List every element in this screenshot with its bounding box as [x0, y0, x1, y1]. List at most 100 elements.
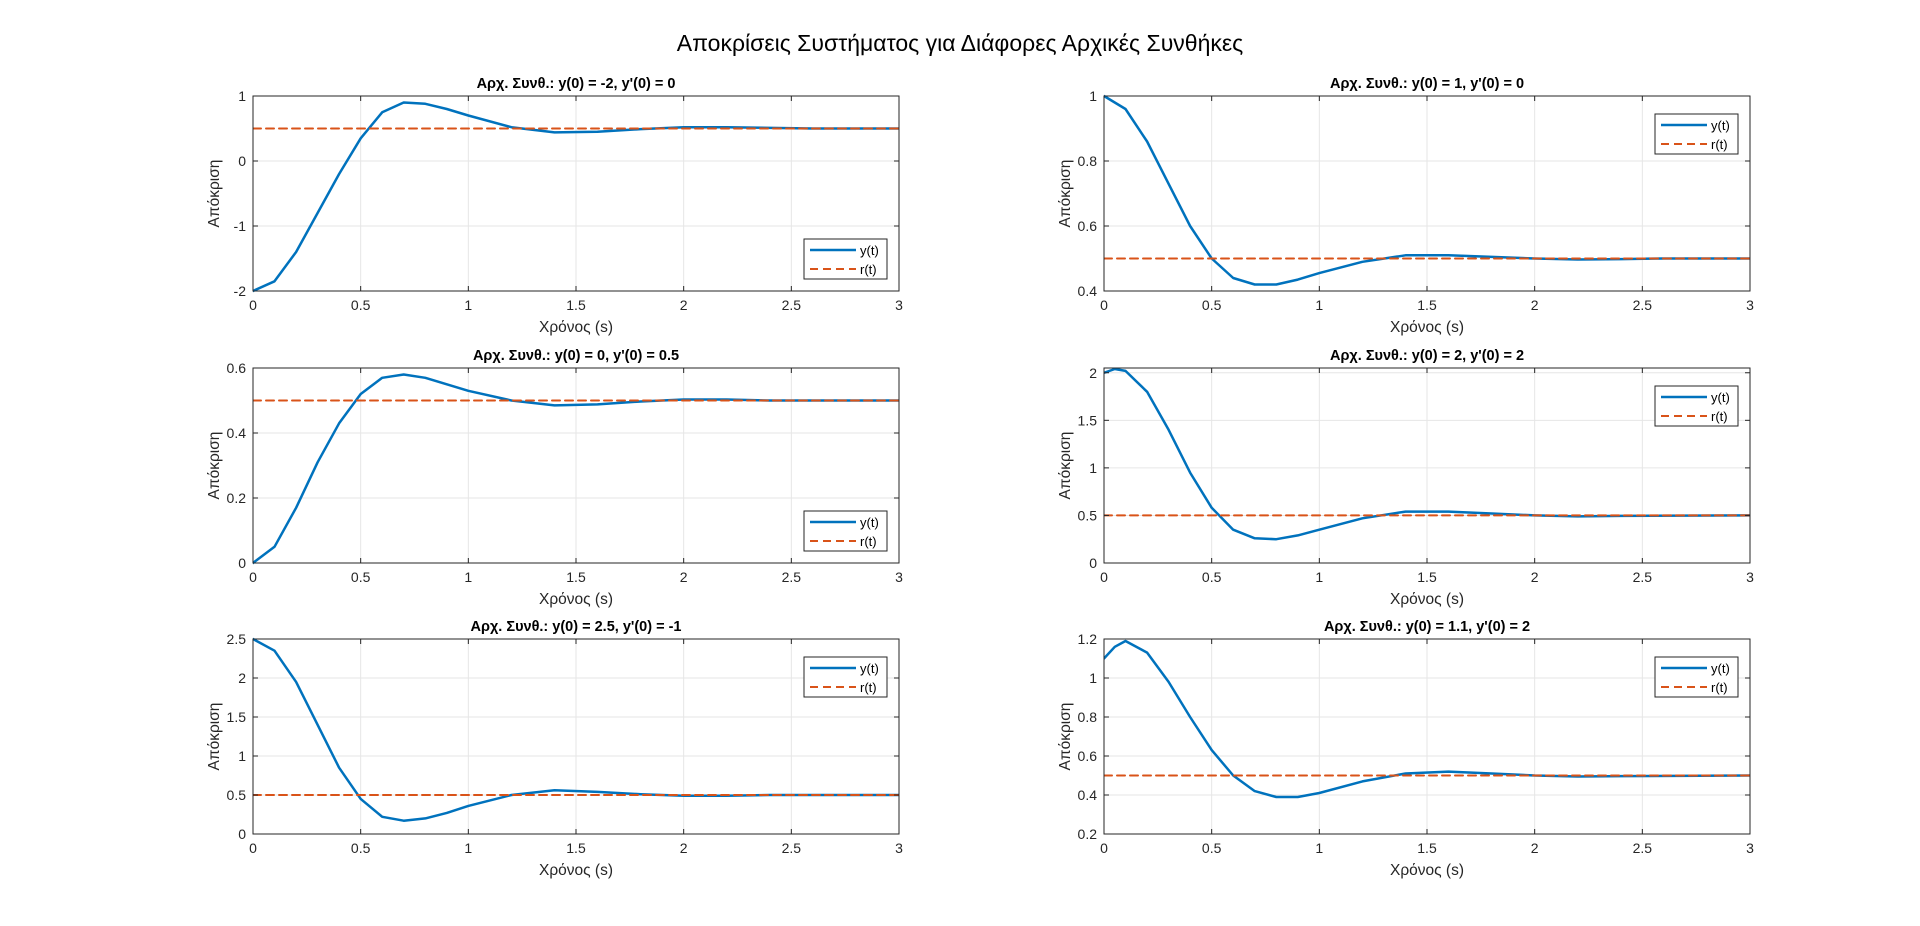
x-tick-label: 1: [1315, 569, 1323, 585]
x-tick-label: 2: [1531, 297, 1539, 313]
legend-label: y(t): [860, 515, 879, 530]
y-tick-label: 1: [1089, 88, 1097, 104]
x-tick-label: 2: [1531, 840, 1539, 856]
x-tick-label: 1: [464, 297, 472, 313]
x-tick-label: 1.5: [566, 569, 586, 585]
y-tick-label: 0: [238, 826, 246, 842]
series-line-y: [253, 637, 899, 822]
subplot-title: Αρχ. Συνθ.: y(0) = 2, y'(0) = 2: [1330, 348, 1524, 364]
series-line-y: [1104, 94, 1750, 286]
y-tick-label: 0.6: [227, 360, 247, 376]
x-axis-label: Χρόνος (s): [1390, 862, 1464, 879]
y-tick-label: 2.5: [227, 631, 247, 647]
y-tick-label: 1: [1089, 460, 1097, 476]
legend-label: r(t): [1711, 680, 1728, 695]
subplot-title: Αρχ. Συνθ.: y(0) = 1.1, y'(0) = 2: [1324, 619, 1530, 635]
y-axis-label: Απόκριση: [206, 703, 223, 771]
subplot-5: 0 0.5 1 1.5 2 2.5 3 0 0.5 1 1.5 2 2.5 Αρχ. Συνθ.: y(0…: [206, 619, 903, 879]
x-tick-label: 0: [249, 840, 257, 856]
x-tick-label: 3: [895, 840, 903, 856]
y-tick-label: 0.2: [227, 490, 247, 506]
x-tick-label: 0: [1100, 297, 1108, 313]
x-tick-label: 1.5: [1417, 840, 1437, 856]
x-tick-label: 0.5: [351, 297, 371, 313]
y-tick-label: 0.6: [1078, 218, 1098, 234]
x-tick-label: 1: [1315, 297, 1323, 313]
x-tick-label: 0.5: [351, 840, 371, 856]
y-tick-label: 0.8: [1078, 153, 1098, 169]
x-tick-label: 1: [464, 569, 472, 585]
y-tick-label: 1.5: [1078, 412, 1098, 428]
legend-label: r(t): [1711, 137, 1728, 152]
x-axis-label: Χρόνος (s): [1390, 591, 1464, 608]
y-tick-label: 0: [1089, 555, 1097, 571]
legend-label: y(t): [860, 661, 879, 676]
y-tick-label: 0.8: [1078, 709, 1098, 725]
x-tick-label: 2.5: [782, 297, 802, 313]
x-tick-label: 0: [1100, 569, 1108, 585]
x-tick-label: 1: [464, 840, 472, 856]
y-tick-label: 0.6: [1078, 748, 1098, 764]
y-tick-label: -1: [234, 218, 247, 234]
y-tick-label: 0.4: [1078, 283, 1098, 299]
legend: y(t) r(t): [1654, 113, 1739, 155]
legend: y(t) r(t): [803, 656, 888, 698]
series-line-y: [253, 373, 899, 565]
legend: y(t) r(t): [1654, 656, 1739, 698]
x-tick-label: 0.5: [1202, 840, 1222, 856]
y-tick-label: -2: [234, 283, 247, 299]
x-tick-label: 1: [1315, 840, 1323, 856]
x-tick-label: 2.5: [1633, 840, 1653, 856]
y-axis-label: Απόκριση: [1057, 703, 1074, 771]
x-tick-label: 3: [895, 569, 903, 585]
legend-label: r(t): [860, 534, 877, 549]
y-tick-label: 1.5: [227, 709, 247, 725]
y-tick-label: 1: [238, 88, 246, 104]
x-tick-label: 2.5: [1633, 569, 1653, 585]
x-tick-label: 2.5: [1633, 297, 1653, 313]
figure-title: Αποκρίσεις Συστήματος για Διάφορες Αρχικ…: [676, 30, 1244, 56]
x-axis-label: Χρόνος (s): [539, 591, 613, 608]
subplot-title: Αρχ. Συνθ.: y(0) = -2, y'(0) = 0: [477, 76, 676, 92]
legend-box: [1654, 656, 1739, 698]
y-tick-label: 2: [1089, 365, 1097, 381]
legend-box: [803, 238, 888, 280]
y-tick-label: 0.5: [227, 787, 247, 803]
x-axis-label: Χρόνος (s): [1390, 319, 1464, 336]
x-tick-label: 0: [1100, 840, 1108, 856]
x-tick-label: 1.5: [566, 297, 586, 313]
x-tick-label: 3: [1746, 840, 1754, 856]
y-tick-label: 2: [238, 670, 246, 686]
legend-label: y(t): [1711, 661, 1730, 676]
y-axis-label: Απόκριση: [206, 160, 223, 228]
x-axis-label: Χρόνος (s): [539, 319, 613, 336]
x-tick-label: 2: [1531, 569, 1539, 585]
y-tick-label: 0: [238, 153, 246, 169]
subplot-title: Αρχ. Συνθ.: y(0) = 2.5, y'(0) = -1: [471, 619, 682, 635]
legend-label: r(t): [860, 680, 877, 695]
legend: y(t) r(t): [803, 510, 888, 552]
subplot-3: 0 0.5 1 1.5 2 2.5 3 0 0.2 0.4 0.6 Αρχ. Συνθ.: y(0) …: [206, 348, 903, 608]
x-tick-label: 3: [895, 297, 903, 313]
subplot-2: 0 0.5 1 1.5 2 2.5 3 0.4 0.6 0.8 1 Αρχ. Συνθ.: y(0) …: [1057, 76, 1754, 336]
y-tick-label: 0.5: [1078, 507, 1098, 523]
y-tick-label: 0: [238, 555, 246, 571]
legend: y(t) r(t): [803, 238, 888, 280]
y-tick-label: 1: [1089, 670, 1097, 686]
y-axis-label: Απόκριση: [1057, 432, 1074, 500]
legend-label: y(t): [1711, 390, 1730, 405]
x-tick-label: 1.5: [1417, 569, 1437, 585]
x-tick-label: 1.5: [566, 840, 586, 856]
x-tick-label: 2: [680, 297, 688, 313]
legend: y(t) r(t): [1654, 385, 1739, 427]
x-tick-label: 2.5: [782, 840, 802, 856]
x-tick-label: 0.5: [1202, 297, 1222, 313]
y-tick-label: 0.2: [1078, 826, 1098, 842]
x-tick-label: 0: [249, 569, 257, 585]
subplot-1: 0 0.5 1 1.5 2 2.5 3 -2 -1 0 1 Αρχ. Συνθ.: y(0) = -2…: [206, 76, 903, 336]
y-tick-label: 0.4: [227, 425, 247, 441]
y-tick-label: 0.4: [1078, 787, 1098, 803]
x-tick-label: 3: [1746, 569, 1754, 585]
subplot-4: 0 0.5 1 1.5 2 2.5 3 0 0.5 1 1.5 2 Αρχ. Συνθ.: y(0) =…: [1057, 348, 1754, 608]
